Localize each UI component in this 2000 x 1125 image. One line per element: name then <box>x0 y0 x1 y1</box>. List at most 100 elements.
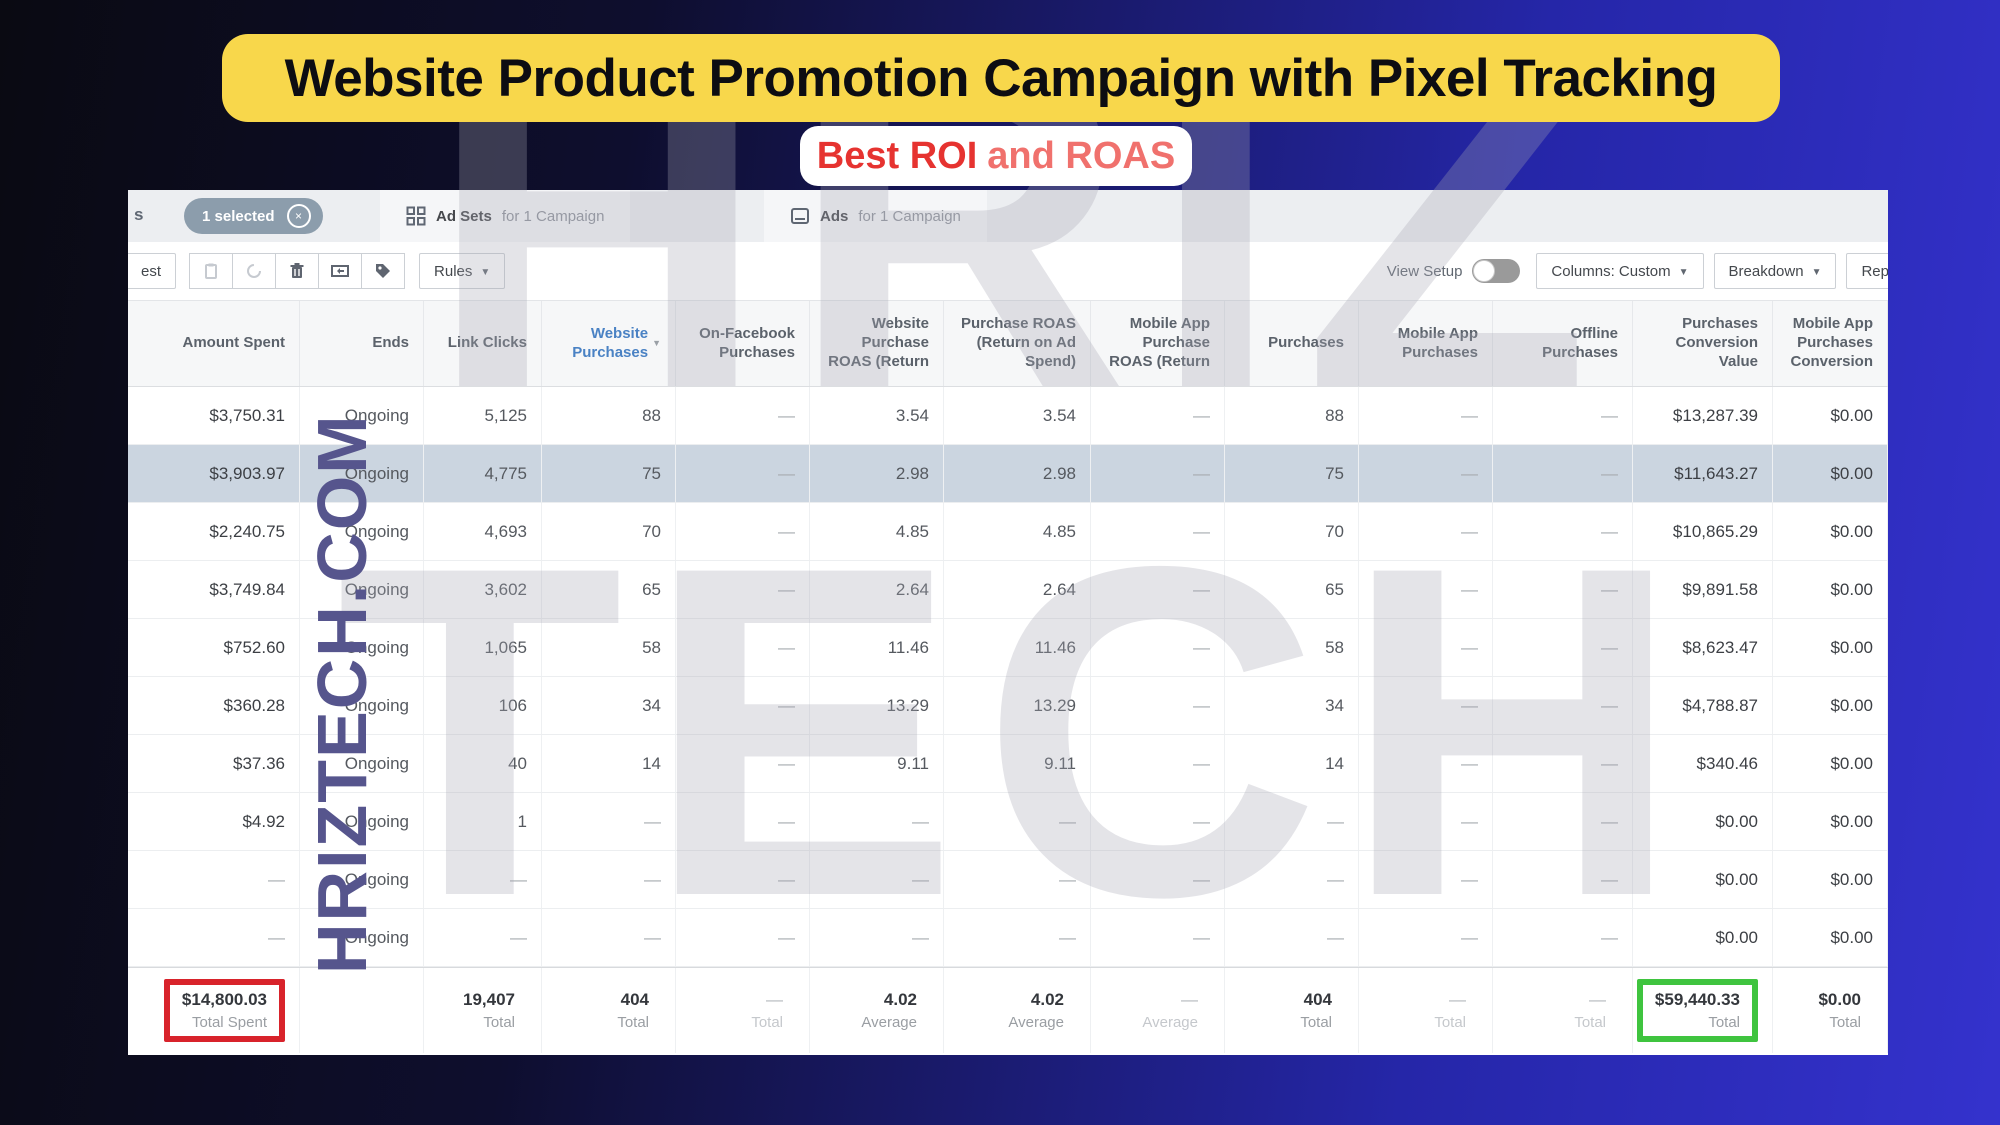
cell-mobile-app-purchases: — <box>1359 445 1493 502</box>
rules-button[interactable]: Rules ▼ <box>419 253 506 289</box>
column-header-mobile-app-purchases[interactable]: Mobile App Purchases <box>1359 301 1493 386</box>
cell-ends: Ongoing <box>300 561 424 618</box>
cell-purchases-conversion-value: $0.00 <box>1633 793 1773 850</box>
column-header-on-facebook-purchases[interactable]: On-Facebook Purchases <box>676 301 810 386</box>
cell-amount-spent: $3,750.31 <box>128 387 300 444</box>
cell-amount-spent: — <box>128 851 300 908</box>
total-purchase-roas: 4.02 Average <box>944 968 1091 1053</box>
cell-purchase-roas: — <box>944 909 1091 966</box>
clear-selection-icon[interactable]: × <box>286 204 311 228</box>
cell-purchases-conversion-value: $13,287.39 <box>1633 387 1773 444</box>
cell-mobile-app-purchase-roas: — <box>1091 851 1225 908</box>
table-row[interactable]: $752.60 Ongoing 1,065 58—11.46 11.46—58— — $8,… <box>128 619 1888 677</box>
cell-offline-purchases: — <box>1493 735 1633 792</box>
cell-purchases-conversion-value: $9,891.58 <box>1633 561 1773 618</box>
breakdown-caret-icon: ▼ <box>1811 266 1822 278</box>
column-header-purchases-conversion-value[interactable]: Purchases Conversion Value <box>1633 301 1773 386</box>
cell-link-clicks: — <box>424 909 542 966</box>
total-website-purchase-roas: 4.02 Average <box>810 968 944 1053</box>
total-offline-purchases: — Total <box>1493 968 1633 1053</box>
cell-purchase-roas: 2.98 <box>944 445 1091 502</box>
campaigns-tab-fragment[interactable]: s <box>134 205 144 224</box>
refresh-button[interactable] <box>232 253 277 289</box>
cell-on-facebook-purchases: — <box>676 735 810 792</box>
cell-offline-purchases: — <box>1493 677 1633 734</box>
cell-purchase-roas: — <box>944 793 1091 850</box>
duplicate-icon <box>205 263 218 279</box>
column-header-mobile-app-purchase-roas[interactable]: Mobile App Purchase ROAS (Return <box>1091 301 1225 386</box>
cell-mobile-app-purchases: — <box>1359 793 1493 850</box>
cell-mobile-app-purchases-conversion: $0.00 <box>1773 909 1888 966</box>
cell-link-clicks: — <box>424 851 542 908</box>
table-row[interactable]: $3,749.84 Ongoing 3,602 65—2.64 2.64—65— — $9,… <box>128 561 1888 619</box>
table-row[interactable]: $37.36 Ongoing 40 14—9.11 9.11—14— — $340.46 $0… <box>128 735 1888 793</box>
cell-link-clicks: 1 <box>424 793 542 850</box>
cell-website-purchase-roas: 3.54 <box>810 387 944 444</box>
ads-manager-window: s 1 selected × Ad Sets for 1 Campaign <box>128 190 1888 1055</box>
column-header-website-purchases[interactable]: Website Purchases ▼ <box>542 301 676 386</box>
cell-purchases: 58 <box>1225 619 1359 676</box>
cell-link-clicks: 4,693 <box>424 503 542 560</box>
breakdown-button[interactable]: Breakdown ▼ <box>1713 253 1837 289</box>
table-row[interactable]: $3,750.31 Ongoing 5,125 88—3.54 3.54—88— — $13… <box>128 387 1888 445</box>
cell-mobile-app-purchase-roas: — <box>1091 909 1225 966</box>
cell-purchases: 70 <box>1225 503 1359 560</box>
cell-mobile-app-purchases-conversion: $0.00 <box>1773 851 1888 908</box>
reports-button[interactable]: Rep <box>1846 253 1888 289</box>
column-header-offline-purchases[interactable]: Offline Purchases <box>1493 301 1633 386</box>
table-row[interactable]: $4.92 Ongoing 1— — — — — — — — $0.00 $0.00 <box>128 793 1888 851</box>
cell-mobile-app-purchases: — <box>1359 387 1493 444</box>
ad-sets-grid-icon <box>406 206 426 226</box>
column-header-website-purchase-roas[interactable]: Website Purchase ROAS (Return <box>810 301 944 386</box>
cell-mobile-app-purchase-roas: — <box>1091 619 1225 676</box>
column-header-purchase-roas[interactable]: Purchase ROAS (Return on Ad Spend) <box>944 301 1091 386</box>
tab-ads-sublabel: for 1 Campaign <box>858 207 961 225</box>
green-highlight-box: $59,440.33 Total <box>1636 979 1758 1042</box>
tab-ad-sets[interactable]: Ad Sets for 1 Campaign <box>380 190 631 242</box>
cell-amount-spent: $360.28 <box>128 677 300 734</box>
cell-mobile-app-purchases: — <box>1359 619 1493 676</box>
export-button[interactable] <box>318 253 363 289</box>
table-row[interactable]: $360.28 Ongoing 106 34—13.29 13.29—34— — $4,78… <box>128 677 1888 735</box>
duplicate-button[interactable] <box>189 253 234 289</box>
cell-offline-purchases: — <box>1493 793 1633 850</box>
page-title: Website Product Promotion Campaign with … <box>284 48 1718 108</box>
selected-count-pill[interactable]: 1 selected × <box>184 198 323 234</box>
cell-ends: Ongoing <box>300 619 424 676</box>
cell-mobile-app-purchases-conversion: $0.00 <box>1773 735 1888 792</box>
cell-purchases: 14 <box>1225 735 1359 792</box>
tab-ad-sets-label: Ad Sets <box>436 207 492 225</box>
column-header-link-clicks[interactable]: Link Clicks <box>424 301 542 386</box>
delete-button[interactable] <box>275 253 320 289</box>
cell-website-purchase-roas: 2.64 <box>810 561 944 618</box>
title-banner: Website Product Promotion Campaign with … <box>222 34 1780 122</box>
cell-mobile-app-purchases-conversion: $0.00 <box>1773 561 1888 618</box>
column-header-amount-spent[interactable]: Amount Spent <box>128 301 300 386</box>
cell-purchase-roas: 2.64 <box>944 561 1091 618</box>
ads-icon <box>791 208 809 224</box>
cell-mobile-app-purchase-roas: — <box>1091 735 1225 792</box>
column-header-ends[interactable]: Ends <box>300 301 424 386</box>
subtitle-banner: Best ROI and ROAS <box>800 126 1192 186</box>
table-row[interactable]: $3,903.97 Ongoing 4,775 75—2.98 2.98—75— — $11… <box>128 445 1888 503</box>
column-header-mobile-app-purchases-conversion[interactable]: Mobile App Purchases Conversion <box>1773 301 1888 386</box>
cell-mobile-app-purchases-conversion: $0.00 <box>1773 503 1888 560</box>
column-header-purchases[interactable]: Purchases <box>1225 301 1359 386</box>
total-mobile-app-purchases: — Total <box>1359 968 1493 1053</box>
cell-offline-purchases: — <box>1493 851 1633 908</box>
table-row[interactable]: $2,240.75 Ongoing 4,693 70—4.85 4.85—70— — $10… <box>128 503 1888 561</box>
cell-website-purchase-roas: 2.98 <box>810 445 944 502</box>
cell-mobile-app-purchases-conversion: $0.00 <box>1773 793 1888 850</box>
cell-mobile-app-purchases-conversion: $0.00 <box>1773 387 1888 444</box>
tab-ads[interactable]: Ads for 1 Campaign <box>764 190 987 242</box>
tag-button[interactable] <box>361 253 406 289</box>
table-row[interactable]: — Ongoing — — — — — — — — — $0.00 $0.00 <box>128 909 1888 967</box>
view-setup-toggle[interactable] <box>1472 259 1521 283</box>
columns-button[interactable]: Columns: Custom ▼ <box>1536 253 1704 289</box>
table-row[interactable]: — Ongoing — — — — — — — — — $0.00 $0.00 <box>128 851 1888 909</box>
cell-purchases: 34 <box>1225 677 1359 734</box>
total-link-clicks: 19,407 Total <box>424 968 542 1053</box>
ab-test-button[interactable]: est <box>128 253 177 289</box>
cell-mobile-app-purchase-roas: — <box>1091 793 1225 850</box>
